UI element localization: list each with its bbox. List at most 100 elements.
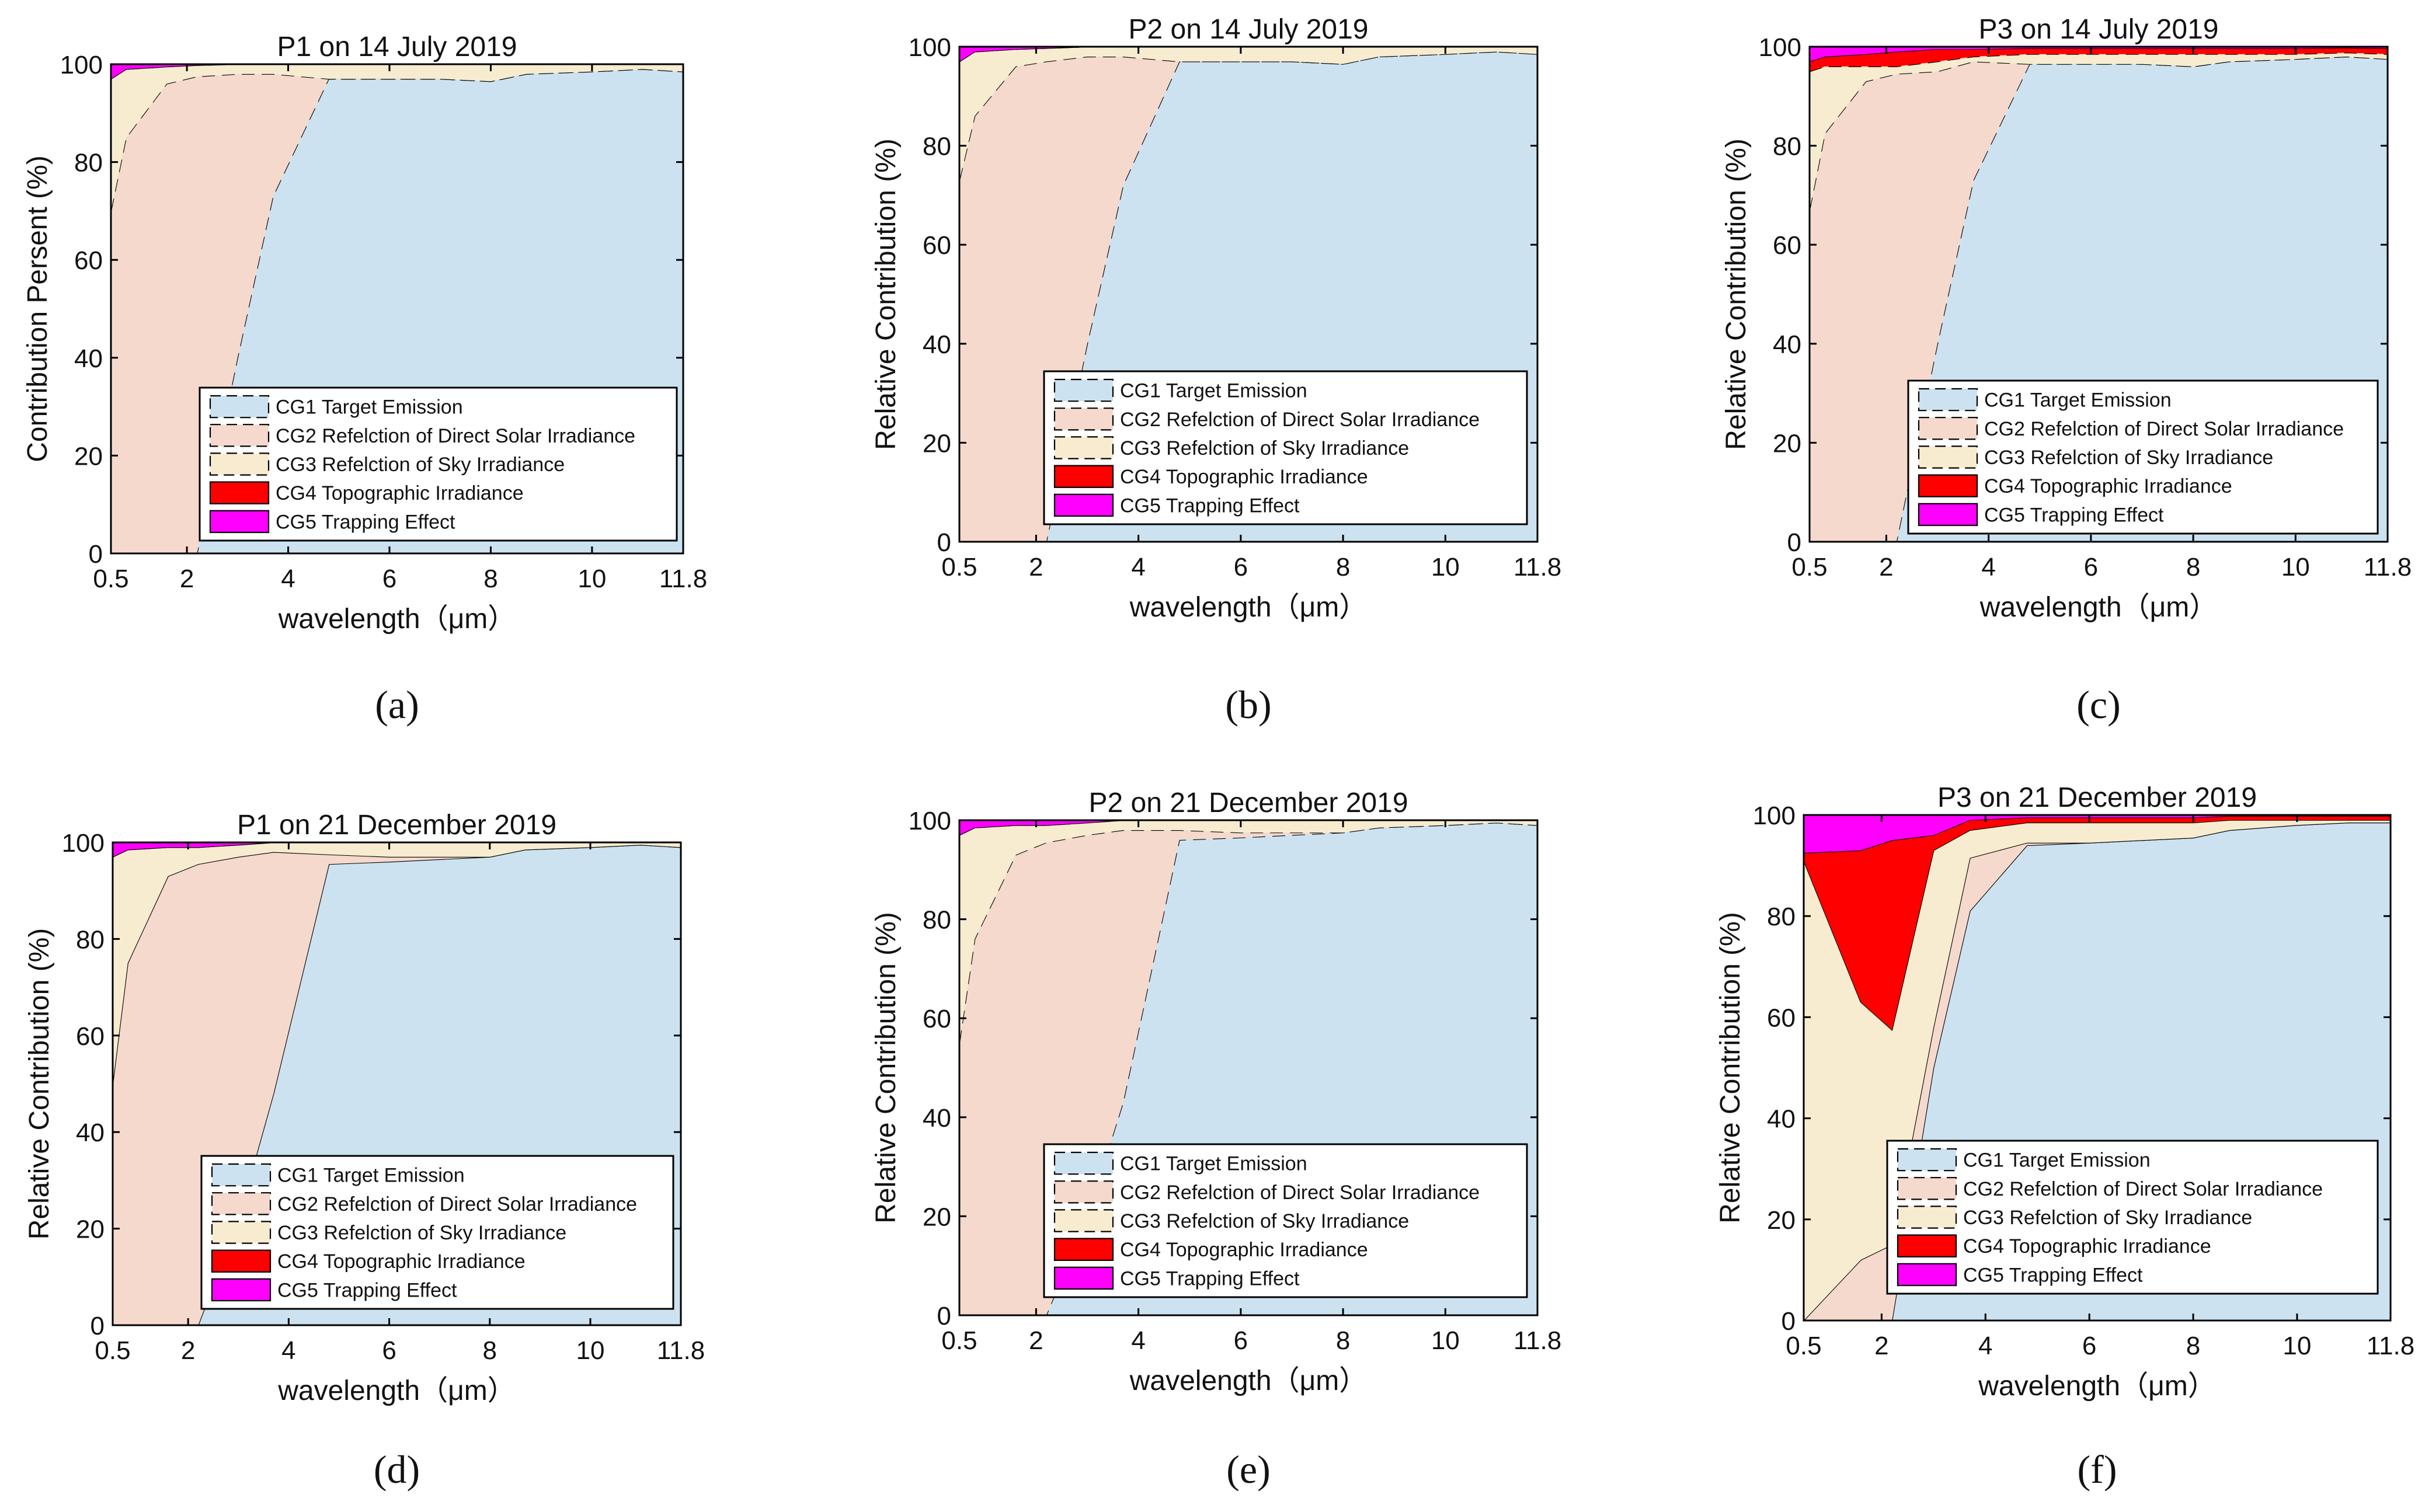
y-tick-label: 20 xyxy=(74,442,103,471)
y-tick-label: 100 xyxy=(62,829,105,858)
y-tick-label: 20 xyxy=(76,1215,105,1244)
x-tick-label: 0.5 xyxy=(941,1326,977,1355)
legend-swatch-cg1 xyxy=(211,1163,272,1187)
area-cg2 xyxy=(113,845,681,1325)
chart-panel-1: 0 20 40 60 80 100 0.5 2 4 6 8 10 11.8 P1 on 14 July 2… xyxy=(22,32,707,727)
y-tick-label: 20 xyxy=(923,1203,951,1231)
y-tick-label: 40 xyxy=(76,1119,105,1147)
area-cg3 xyxy=(959,820,1537,1043)
legend-swatch-cg2 xyxy=(1053,1180,1114,1204)
x-tick-label: 8 xyxy=(1336,553,1350,581)
chart-title: P1 on 21 December 2019 xyxy=(237,810,556,841)
legend-swatch-cg3 xyxy=(1897,1206,1957,1229)
x-tick-label: 4 xyxy=(1131,553,1145,581)
chart-panel-3: 0 20 40 60 80 100 0.5 2 4 6 8 10 11.8 P3 on 14 July 2… xyxy=(1721,14,2412,727)
legend-swatch-cg4 xyxy=(1053,1238,1114,1261)
legend-label-cg1: CG1 Target Emission xyxy=(1120,380,1307,402)
x-tick-label: 6 xyxy=(2084,553,2098,581)
area-cg5 xyxy=(959,47,1537,62)
x-tick-label: 11.8 xyxy=(1514,553,1561,581)
legend-box xyxy=(1886,1140,2379,1295)
x-tick-label: 11.8 xyxy=(2367,1332,2414,1360)
y-tick-label: 0 xyxy=(1782,1307,1796,1336)
area-cg3 xyxy=(1804,820,2391,1321)
legend-swatch-cg5 xyxy=(211,1278,272,1302)
legend: CG1 Target Emission CG2 Refelction of Dir… xyxy=(199,386,678,542)
y-tick-label: 0 xyxy=(1787,528,1801,557)
x-tick-label: 8 xyxy=(483,1336,497,1365)
area-cg5 xyxy=(113,842,681,857)
panel-label: (f) xyxy=(2078,1447,2117,1492)
area-cg5 xyxy=(1810,47,2388,62)
chart-panel-2: 0 20 40 60 80 100 0.5 2 4 6 8 10 11.8 P2 on 14 July 2… xyxy=(871,14,1561,727)
x-tick-label: 11.8 xyxy=(659,565,707,593)
legend-swatch-cg2 xyxy=(209,424,270,447)
x-tick-label: 4 xyxy=(1131,1326,1145,1355)
area-cg2 xyxy=(1804,823,2391,1321)
y-axis-label: Contribution Persent (%) xyxy=(22,155,53,462)
plot-frame xyxy=(110,63,684,555)
legend-swatch-cg5 xyxy=(1897,1263,1957,1287)
legend-box xyxy=(1907,379,2379,535)
x-axis-label: wavelength（μm） xyxy=(1129,592,1367,623)
legend-label-cg1: CG1 Target Emission xyxy=(1984,389,2172,412)
y-tick-label: 100 xyxy=(60,51,103,79)
legend-swatch-cg2 xyxy=(211,1192,272,1215)
legend-box xyxy=(200,1155,674,1310)
x-tick-label: 2 xyxy=(181,1336,195,1365)
x-tick-label: 11.8 xyxy=(2364,553,2412,581)
chart-title: P3 on 21 December 2019 xyxy=(1937,782,2257,813)
legend-label-cg4: CG4 Topographic Irradiance xyxy=(1984,475,2232,497)
legend-swatch-cg3 xyxy=(211,1221,272,1244)
x-tick-label: 6 xyxy=(382,565,396,593)
chart-title: P2 on 21 December 2019 xyxy=(1088,788,1408,818)
legend-label-cg2: CG2 Refelction of Direct Solar Irradianc… xyxy=(1120,1182,1480,1204)
x-tick-label: 10 xyxy=(1431,1326,1460,1355)
x-tick-label: 6 xyxy=(2082,1332,2096,1360)
y-tick-label: 40 xyxy=(923,330,951,359)
plot-frame xyxy=(112,841,682,1326)
y-tick-label: 60 xyxy=(1767,1004,1796,1032)
y-axis-label: Relative Contribution (%) xyxy=(871,912,902,1224)
legend-swatch-cg5 xyxy=(209,510,270,534)
legend-label-cg4: CG4 Topographic Irradiance xyxy=(1120,1239,1368,1261)
area-cg5 xyxy=(1804,815,2391,853)
legend-swatch-cg4 xyxy=(211,1249,272,1273)
legend-label-cg3: CG3 Refelction of Sky Irradiance xyxy=(1963,1207,2252,1229)
y-tick-label: 20 xyxy=(923,429,951,458)
x-tick-label: 8 xyxy=(1336,1326,1350,1355)
y-tick-label: 40 xyxy=(1773,330,1801,359)
y-tick-label: 40 xyxy=(1767,1105,1796,1134)
y-tick-label: 40 xyxy=(923,1104,951,1133)
x-tick-label: 8 xyxy=(2186,553,2200,581)
boundary-cg2 xyxy=(110,68,684,211)
legend-swatch-cg5 xyxy=(1053,493,1114,517)
legend: CG1 Target Emission CG2 Refelction of Dir… xyxy=(1043,1143,1528,1298)
y-tick-label: 20 xyxy=(1767,1206,1796,1235)
area-cg2 xyxy=(959,823,1537,1315)
legend-swatch-cg3 xyxy=(1053,436,1114,459)
y-tick-label: 20 xyxy=(1773,429,1801,458)
chart-panel-4: 0 20 40 60 80 100 0.5 2 4 6 8 10 11.8 P1 on 21 Decemb… xyxy=(24,810,705,1492)
area-cg4 xyxy=(1810,47,2388,72)
legend-label-cg5: CG5 Trapping Effect xyxy=(1963,1264,2143,1286)
x-tick-label: 8 xyxy=(483,565,497,593)
y-axis-label: Relative Contribution (%) xyxy=(1721,138,1752,450)
legend-swatch-cg4 xyxy=(1053,465,1114,488)
legend-label-cg4: CG4 Topographic Irradiance xyxy=(1120,466,1368,488)
x-tick-label: 6 xyxy=(1234,1326,1248,1355)
legend-swatch-cg1 xyxy=(1053,378,1114,402)
legend-swatch-cg1 xyxy=(1053,1151,1114,1175)
legend-label-cg3: CG3 Refelction of Sky Irradiance xyxy=(1120,1210,1409,1232)
y-tick-label: 100 xyxy=(1753,802,1796,830)
legend-label-cg4: CG4 Topographic Irradiance xyxy=(1963,1235,2211,1257)
y-axis-label: Relative Contribution (%) xyxy=(1715,912,1746,1224)
x-tick-label: 8 xyxy=(2186,1332,2200,1360)
x-tick-label: 11.8 xyxy=(1514,1326,1561,1355)
chart-title: P3 on 14 July 2019 xyxy=(1979,14,2219,45)
y-tick-label: 0 xyxy=(91,1312,105,1340)
legend-label-cg5: CG5 Trapping Effect xyxy=(276,511,455,533)
legend-label-cg5: CG5 Trapping Effect xyxy=(277,1279,457,1301)
legend-label-cg1: CG1 Target Emission xyxy=(277,1165,465,1187)
legend-box xyxy=(1043,1143,1528,1298)
